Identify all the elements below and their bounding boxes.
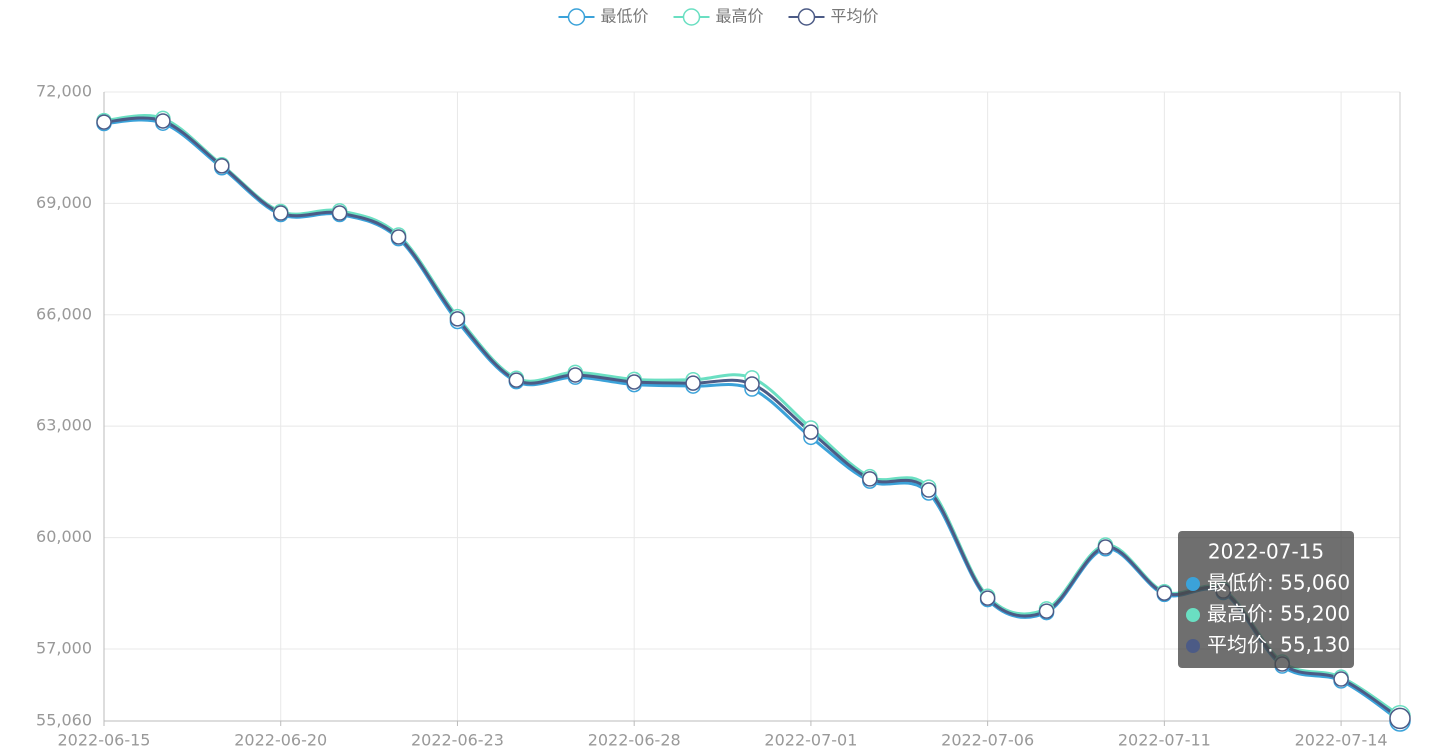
point xyxy=(272,205,289,221)
x-tick-label: 2022-06-15 xyxy=(58,731,151,750)
x-tick-label: 2022-07-01 xyxy=(764,731,857,750)
tooltip-line: 最低价: 55,060 xyxy=(1207,571,1350,595)
point xyxy=(1333,671,1349,687)
point xyxy=(567,367,584,383)
point xyxy=(1038,603,1055,619)
x-tick-label: 2022-07-11 xyxy=(1118,731,1211,750)
y-tick-label: 66,000 xyxy=(36,304,92,323)
tooltip-dot xyxy=(1186,577,1200,591)
point xyxy=(626,374,642,390)
tooltip: 2022-07-15 最低价: 55,060 最高价: 55,200 平均价: 55,… xyxy=(1178,531,1354,668)
legend-label: 最低价 xyxy=(601,7,649,26)
y-tick-label: 72,000 xyxy=(36,82,92,101)
tooltip-dot xyxy=(1186,608,1200,622)
point xyxy=(803,424,819,440)
x-tick-label: 2022-06-20 xyxy=(234,731,327,750)
point xyxy=(1389,707,1411,730)
y-tick-label: 57,000 xyxy=(36,638,92,657)
point xyxy=(979,590,996,606)
point xyxy=(1097,539,1114,555)
point xyxy=(390,229,407,245)
legend-icon xyxy=(567,8,586,26)
x-tick-label: 2022-07-06 xyxy=(941,731,1034,750)
tooltip-title: 2022-07-15 xyxy=(1208,540,1324,564)
point xyxy=(744,376,760,392)
point xyxy=(862,471,878,487)
point xyxy=(1156,585,1173,601)
legend-label: 最高价 xyxy=(716,7,764,26)
y-tick-label: 69,000 xyxy=(36,193,92,212)
x-tick-label: 2022-06-23 xyxy=(411,731,504,750)
y-tick-label: 63,000 xyxy=(36,416,92,435)
tooltip-line: 最高价: 55,200 xyxy=(1207,602,1350,626)
tooltip-line: 平均价: 55,130 xyxy=(1207,633,1350,657)
x-tick-label: 2022-07-14 xyxy=(1295,731,1388,750)
tooltip-box xyxy=(1178,531,1354,668)
x-tick-label: 2022-06-28 xyxy=(588,731,681,750)
y-tick-label: 60,000 xyxy=(36,527,92,546)
legend-label: 平均价 xyxy=(831,7,879,26)
point xyxy=(155,113,171,129)
point xyxy=(449,311,466,327)
legend-icon xyxy=(682,8,701,26)
point xyxy=(331,205,348,221)
y-tick-label: 55,060 xyxy=(36,711,92,730)
point xyxy=(920,482,937,498)
point xyxy=(685,375,701,391)
legend-icon xyxy=(797,8,816,26)
tooltip-dot xyxy=(1186,639,1200,653)
point xyxy=(508,372,525,388)
point xyxy=(214,158,230,174)
point xyxy=(96,114,112,130)
